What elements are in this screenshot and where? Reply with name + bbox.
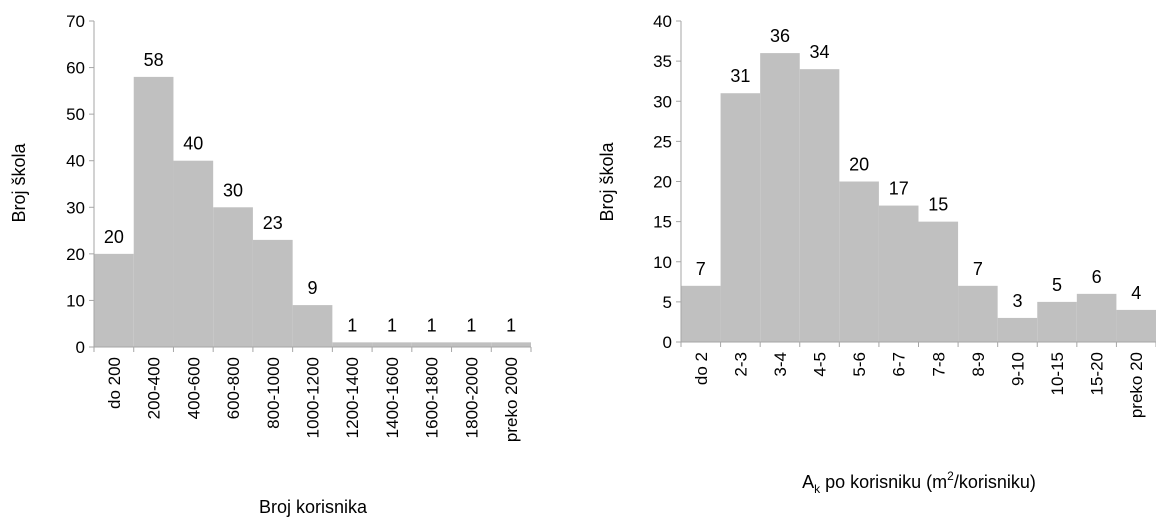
- data-label: 23: [263, 213, 283, 233]
- data-label: 30: [223, 180, 243, 200]
- x-tick-label: 1800-2000: [462, 357, 481, 438]
- x-tick-label: 8-9: [969, 352, 988, 377]
- x-tick-label: 1400-1600: [383, 357, 402, 438]
- data-label: 1: [506, 315, 516, 335]
- bar: [411, 342, 452, 347]
- x-tick-label: 6-7: [890, 352, 909, 377]
- x-axis-label-main: A: [802, 472, 814, 492]
- x-axis-label: Ak po korisniku (m2/korisniku): [802, 469, 1036, 496]
- y-tick-label: 30: [66, 198, 85, 217]
- bar: [213, 207, 253, 347]
- data-label: 17: [889, 179, 909, 199]
- chart-left: Broj škola Broj korisnika 0 10 20 30 40 50 60 7…: [9, 12, 532, 517]
- bar: [1037, 301, 1077, 343]
- y-tick-label: 40: [66, 152, 85, 171]
- x-tick-label: 5-6: [850, 352, 869, 377]
- bar: [720, 93, 761, 342]
- bar: [451, 342, 492, 347]
- x-axis-label-subscript: k: [814, 482, 821, 496]
- data-label: 1: [347, 315, 357, 335]
- bar: [94, 253, 134, 347]
- data-label: 9: [307, 278, 317, 298]
- chart-right: Broj škola Ak po korisniku (m2/korisniku…: [597, 12, 1156, 496]
- data-label: 7: [973, 259, 983, 279]
- bar: [681, 285, 721, 342]
- data-label: 15: [928, 195, 948, 215]
- x-tick-label: 10-15: [1048, 352, 1067, 395]
- data-label: 7: [696, 259, 706, 279]
- data-label: 5: [1052, 275, 1062, 295]
- y-tick-label: 10: [66, 291, 85, 310]
- x-tick-label: 1600-1800: [423, 357, 442, 438]
- x-axis-label-middle: po korisniku (m: [820, 472, 947, 492]
- bar: [372, 342, 412, 347]
- x-axis-label: Broj korisnika: [259, 497, 368, 517]
- data-label: 40: [183, 134, 203, 154]
- x-tick-label: 2-3: [731, 352, 750, 377]
- x-tick-label: 200-400: [145, 357, 164, 419]
- data-label: 6: [1092, 267, 1102, 287]
- y-tick-label: 20: [66, 245, 85, 264]
- bar: [491, 342, 531, 347]
- y-tick-label: 0: [663, 333, 672, 352]
- x-tick-label: preko 20: [1127, 352, 1146, 418]
- data-label: 58: [144, 50, 164, 70]
- data-label: 1: [427, 315, 437, 335]
- x-axis-label-end: /korisniku): [954, 472, 1036, 492]
- data-label: 36: [770, 26, 790, 46]
- bar: [1116, 309, 1156, 342]
- y-tick-label: 50: [66, 105, 85, 124]
- y-tick-label: 35: [653, 52, 672, 71]
- x-tick-label: 400-600: [184, 357, 203, 419]
- x-tick-label: 600-800: [224, 357, 243, 419]
- bar: [1076, 293, 1117, 342]
- x-tick-label: 15-20: [1088, 352, 1107, 395]
- x-tick-label: 3-4: [771, 352, 790, 377]
- x-tick-label: do 2: [692, 352, 711, 385]
- y-tick-label: 0: [76, 338, 85, 357]
- bar: [997, 317, 1038, 342]
- x-tick-label: 800-1000: [264, 357, 283, 429]
- data-label: 20: [104, 227, 124, 247]
- x-tick-label: 9-10: [1008, 352, 1027, 386]
- bar: [799, 69, 840, 343]
- bar: [878, 205, 919, 342]
- y-axis-label: Broj škola: [597, 141, 617, 221]
- bar: [958, 285, 998, 342]
- data-label: 31: [730, 66, 750, 86]
- data-label: 4: [1131, 283, 1141, 303]
- x-tick-label: do 200: [105, 357, 124, 409]
- y-tick-label: 10: [653, 253, 672, 272]
- y-tick-label: 70: [66, 12, 85, 31]
- y-tick-label: 15: [653, 213, 672, 232]
- y-tick-label: 20: [653, 173, 672, 192]
- data-label: 1: [466, 315, 476, 335]
- bar: [252, 239, 293, 347]
- bar: [760, 53, 800, 342]
- bar: [839, 181, 879, 342]
- bar: [133, 76, 174, 347]
- x-tick-label: 4-5: [811, 352, 830, 377]
- bar: [292, 305, 333, 347]
- data-label: 1: [387, 315, 397, 335]
- x-tick-label: 1000-1200: [304, 357, 323, 438]
- bar: [918, 221, 959, 343]
- y-tick-label: 40: [653, 12, 672, 31]
- y-axis-label: Broj škola: [9, 142, 29, 222]
- x-tick-label: 7-8: [929, 352, 948, 377]
- bar: [173, 160, 214, 347]
- x-axis-label-superscript: 2: [947, 469, 954, 483]
- y-tick-label: 30: [653, 92, 672, 111]
- x-tick-label: 1200-1400: [343, 357, 362, 438]
- y-tick-label: 5: [663, 293, 672, 312]
- data-label: 3: [1012, 291, 1022, 311]
- bar: [332, 342, 373, 347]
- y-tick-label: 25: [653, 132, 672, 151]
- x-tick-label: preko 2000: [502, 357, 521, 442]
- data-label: 34: [810, 42, 830, 62]
- y-tick-label: 60: [66, 59, 85, 78]
- data-label: 20: [849, 155, 869, 175]
